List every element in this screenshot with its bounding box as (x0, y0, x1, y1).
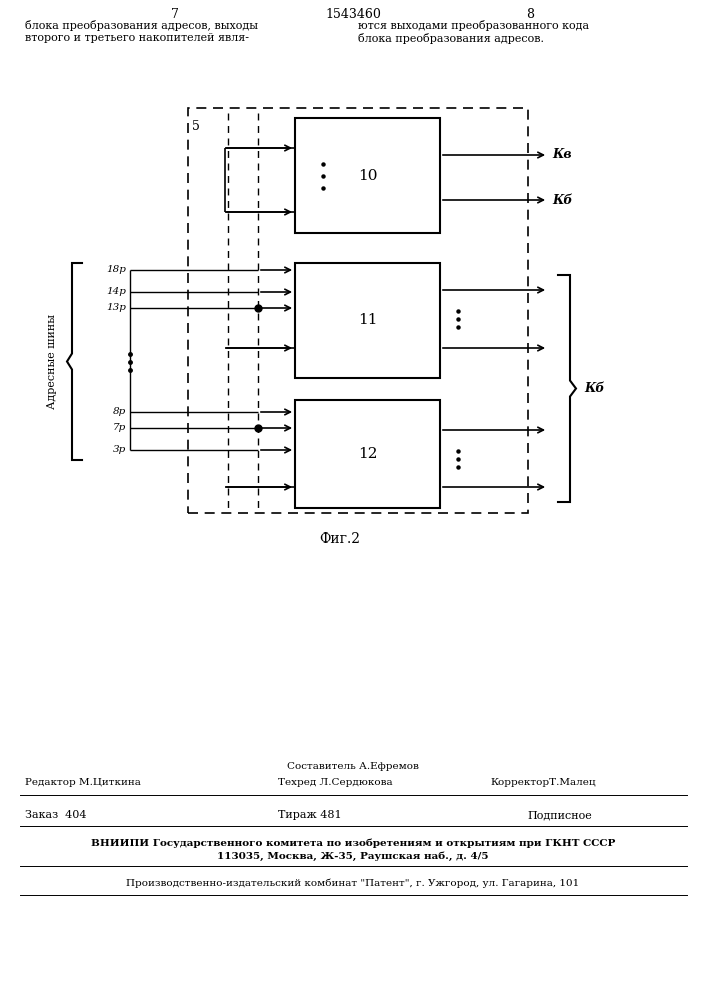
Text: КорректорТ.Малец: КорректорТ.Малец (490, 778, 595, 787)
Text: ВНИИПИ Государственного комитета по изобретениям и открытиям при ГКНТ СССР: ВНИИПИ Государственного комитета по изоб… (90, 838, 615, 848)
Text: 7р: 7р (112, 424, 126, 432)
Text: Кб: Кб (552, 194, 573, 207)
Text: 1543460: 1543460 (325, 8, 381, 21)
Text: блока преобразования адресов, выходы: блока преобразования адресов, выходы (25, 20, 258, 31)
Text: Редактор М.Циткина: Редактор М.Циткина (25, 778, 141, 787)
Bar (188, 108, 528, 513)
Text: 7: 7 (171, 8, 179, 21)
Text: Кв: Кв (552, 148, 572, 161)
Text: 5: 5 (192, 120, 200, 133)
Text: Заказ  404: Заказ 404 (25, 810, 86, 820)
Bar (295, 263, 440, 378)
Text: 3р: 3р (112, 446, 126, 454)
Text: 10: 10 (358, 168, 378, 182)
Text: 18р: 18р (106, 265, 126, 274)
Text: 8р: 8р (112, 408, 126, 416)
Text: второго и третьего накопителей явля-: второго и третьего накопителей явля- (25, 33, 249, 43)
Text: 113035, Москва, Ж-35, Раушская наб., д. 4/5: 113035, Москва, Ж-35, Раушская наб., д. … (217, 851, 489, 861)
Text: 8: 8 (526, 8, 534, 21)
Text: Фиг.2: Фиг.2 (320, 532, 361, 546)
Text: 11: 11 (358, 314, 378, 328)
Text: ются выходами преобразованного кода: ются выходами преобразованного кода (358, 20, 589, 31)
Text: 12: 12 (358, 447, 378, 461)
Text: Составитель А.Ефремов: Составитель А.Ефремов (287, 762, 419, 771)
Text: Тираж 481: Тираж 481 (278, 810, 341, 820)
Text: Техред Л.Сердюкова: Техред Л.Сердюкова (278, 778, 392, 787)
Text: Кб: Кб (584, 382, 604, 395)
Text: блока преобразования адресов.: блока преобразования адресов. (358, 33, 544, 44)
Text: Производственно-издательский комбинат "Патент", г. Ужгород, ул. Гагарина, 101: Производственно-издательский комбинат "П… (127, 879, 580, 888)
Bar (295, 400, 440, 508)
Text: 13р: 13р (106, 304, 126, 312)
Text: Адресные шины: Адресные шины (47, 314, 57, 409)
Text: Подписное: Подписное (527, 810, 592, 820)
Text: 14р: 14р (106, 288, 126, 296)
Bar (295, 118, 440, 233)
